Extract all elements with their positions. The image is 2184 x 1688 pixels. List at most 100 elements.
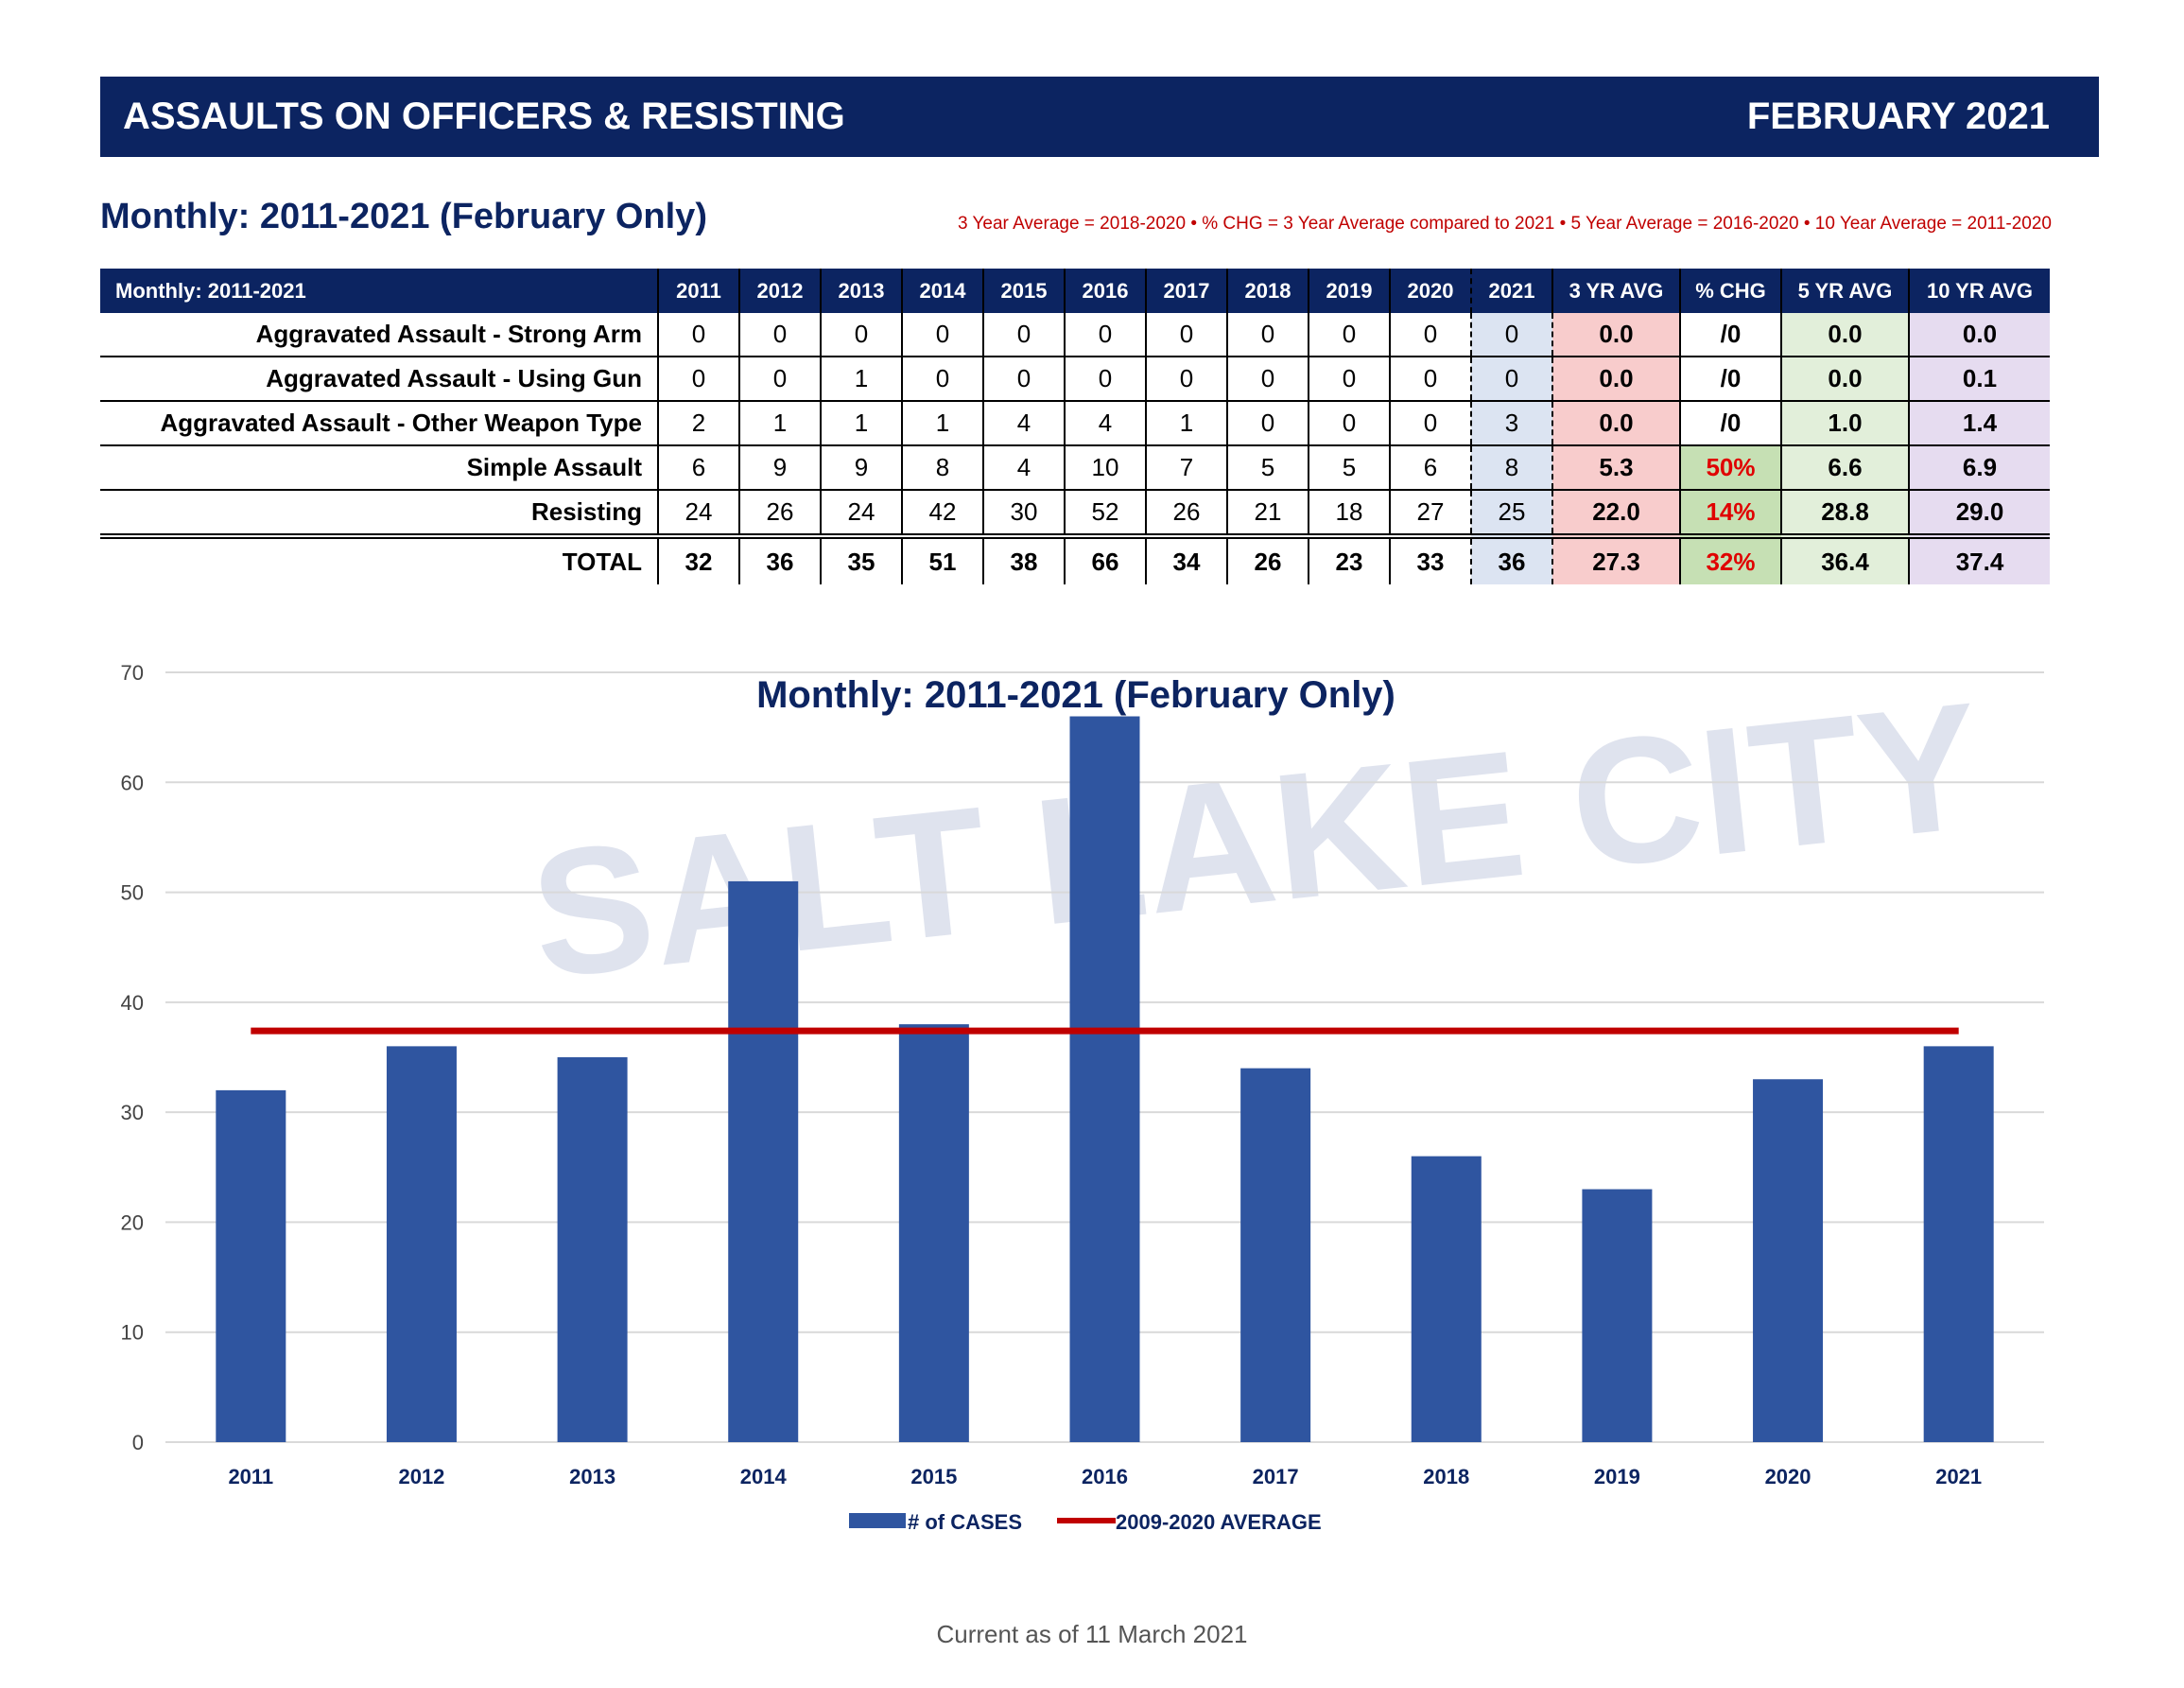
y-tick-label: 60 bbox=[121, 771, 144, 794]
table-cell: 0 bbox=[1470, 313, 1552, 357]
table-header-row: Monthly: 2011-2021 2011 2012 2013 2014 2015 20… bbox=[100, 269, 2050, 313]
table-cell: 0 bbox=[1308, 401, 1390, 446]
table-cell: 0 bbox=[982, 313, 1065, 357]
table-cell: 0 bbox=[1145, 357, 1227, 402]
table-cell: 26 bbox=[1145, 490, 1227, 537]
table-cell: 0 bbox=[738, 357, 821, 402]
x-tick-label: 2017 bbox=[1253, 1465, 1299, 1488]
legend-bar-swatch bbox=[849, 1513, 906, 1528]
table-cell: /0 bbox=[1679, 401, 1781, 446]
table-cell: 9 bbox=[738, 445, 821, 491]
bar-2020 bbox=[1753, 1079, 1824, 1442]
table-cell: 0 bbox=[1226, 357, 1309, 402]
table-cell: 0 bbox=[1226, 401, 1309, 446]
averages-note: 3 Year Average = 2018-2020 • % CHG = 3 Y… bbox=[957, 214, 2052, 234]
section-subtitle: Monthly: 2011-2021 (February Only) bbox=[100, 197, 707, 236]
table-cell: 36.4 bbox=[1780, 533, 1909, 584]
row-label: Aggravated Assault - Other Weapon Type bbox=[100, 401, 658, 446]
table-cell: 0.1 bbox=[1908, 357, 2050, 402]
table-cell: 18 bbox=[1308, 490, 1390, 537]
total-row: TOTAL 32 36 35 51 38 66 34 26 23 33 36 27.3 32% 36.4 37… bbox=[100, 533, 2050, 584]
x-tick-label: 2012 bbox=[398, 1465, 444, 1488]
column-header: 2012 bbox=[738, 269, 821, 313]
table-row: Resisting 24 26 24 42 30 52 26 21 18 27 25 22.0 14% 28… bbox=[100, 490, 2050, 537]
table-cell: 7 bbox=[1145, 445, 1227, 491]
table-cell: 3 bbox=[1470, 401, 1552, 446]
row-label: Aggravated Assault - Strong Arm bbox=[100, 313, 658, 357]
table-cell: 28.8 bbox=[1780, 490, 1909, 537]
legend-label: 2009-2020 AVERAGE bbox=[1116, 1510, 1322, 1534]
table-cell: 23 bbox=[1308, 533, 1390, 584]
table-cell: 0 bbox=[1308, 313, 1390, 357]
row-label: Aggravated Assault - Using Gun bbox=[100, 357, 658, 402]
table-cell: 10 bbox=[1064, 445, 1146, 491]
table-cell: 1 bbox=[820, 357, 902, 402]
column-header: 2016 bbox=[1064, 269, 1146, 313]
y-tick-label: 70 bbox=[121, 661, 144, 685]
table-cell: 5 bbox=[1226, 445, 1309, 491]
x-tick-label: 2014 bbox=[740, 1465, 788, 1488]
table-cell: 5 bbox=[1308, 445, 1390, 491]
table-cell: 6.9 bbox=[1908, 445, 2050, 491]
table-cell: 27 bbox=[1389, 490, 1471, 537]
x-tick-label: 2020 bbox=[1765, 1465, 1811, 1488]
legend-label: # of CASES bbox=[908, 1510, 1022, 1534]
table-cell: 0 bbox=[982, 357, 1065, 402]
table-cell: 0.0 bbox=[1908, 313, 2050, 357]
x-tick-label: 2018 bbox=[1423, 1465, 1469, 1488]
table-cell: 50% bbox=[1679, 445, 1781, 491]
table-cell: 8 bbox=[1470, 445, 1552, 491]
report-header: ASSAULTS ON OFFICERS & RESISTING FEBRUAR… bbox=[100, 77, 2099, 157]
table-cell: 14% bbox=[1679, 490, 1781, 537]
table-row: Aggravated Assault - Strong Arm 0 0 0 0 0 0 0 0 0… bbox=[100, 313, 2050, 357]
bar-2019 bbox=[1582, 1189, 1653, 1442]
table-cell: 1.4 bbox=[1908, 401, 2050, 446]
table-cell: 0 bbox=[1389, 357, 1471, 402]
table-cell: 0 bbox=[1064, 357, 1146, 402]
y-tick-label: 30 bbox=[121, 1101, 144, 1124]
bar-2021 bbox=[1923, 1046, 1994, 1442]
table-cell: 25 bbox=[1470, 490, 1552, 537]
table-cell: 36 bbox=[738, 533, 821, 584]
y-tick-label: 0 bbox=[132, 1431, 144, 1454]
table-cell: 37.4 bbox=[1908, 533, 2050, 584]
column-header: 2018 bbox=[1226, 269, 1309, 313]
x-tick-label: 2021 bbox=[1935, 1465, 1982, 1488]
table-cell: 6 bbox=[657, 445, 739, 491]
x-tick-label: 2013 bbox=[569, 1465, 615, 1488]
bar-2011 bbox=[216, 1089, 286, 1442]
y-tick-label: 20 bbox=[121, 1210, 144, 1234]
table-cell: 26 bbox=[738, 490, 821, 537]
table-cell: 0 bbox=[1389, 401, 1471, 446]
table-cell: 0 bbox=[657, 357, 739, 402]
y-tick-label: 10 bbox=[121, 1321, 144, 1345]
table-cell: 2 bbox=[657, 401, 739, 446]
table-cell: 0 bbox=[901, 357, 983, 402]
table-cell: 42 bbox=[901, 490, 983, 537]
table-cell: 0.0 bbox=[1780, 313, 1909, 357]
x-tick-label: 2015 bbox=[910, 1465, 957, 1488]
table-cell: 5.3 bbox=[1551, 445, 1680, 491]
column-header: 2013 bbox=[820, 269, 902, 313]
table-cell: 26 bbox=[1226, 533, 1309, 584]
table-row: Aggravated Assault - Other Weapon Type 2 1… bbox=[100, 401, 2050, 446]
table-cell: 29.0 bbox=[1908, 490, 2050, 537]
table-cell: 0 bbox=[1470, 357, 1552, 402]
table-cell: 38 bbox=[982, 533, 1065, 584]
table-cell: 32 bbox=[657, 533, 739, 584]
column-header: 10 YR AVG bbox=[1908, 269, 2050, 313]
table-cell: 27.3 bbox=[1551, 533, 1680, 584]
table-cell: 1 bbox=[901, 401, 983, 446]
y-tick-label: 50 bbox=[121, 881, 144, 905]
table-cell: 32% bbox=[1679, 533, 1781, 584]
table-cell: 0 bbox=[1226, 313, 1309, 357]
table-cell: 36 bbox=[1470, 533, 1552, 584]
table-cell: 0 bbox=[657, 313, 739, 357]
table-cell: 30 bbox=[982, 490, 1065, 537]
table-cell: 1 bbox=[1145, 401, 1227, 446]
table-cell: 0 bbox=[1389, 313, 1471, 357]
row-label: Simple Assault bbox=[100, 445, 658, 491]
table-row: Simple Assault 6 9 9 8 4 10 7 5 5 6 8 5.3 50% 6.6 6.9 bbox=[100, 445, 2050, 491]
